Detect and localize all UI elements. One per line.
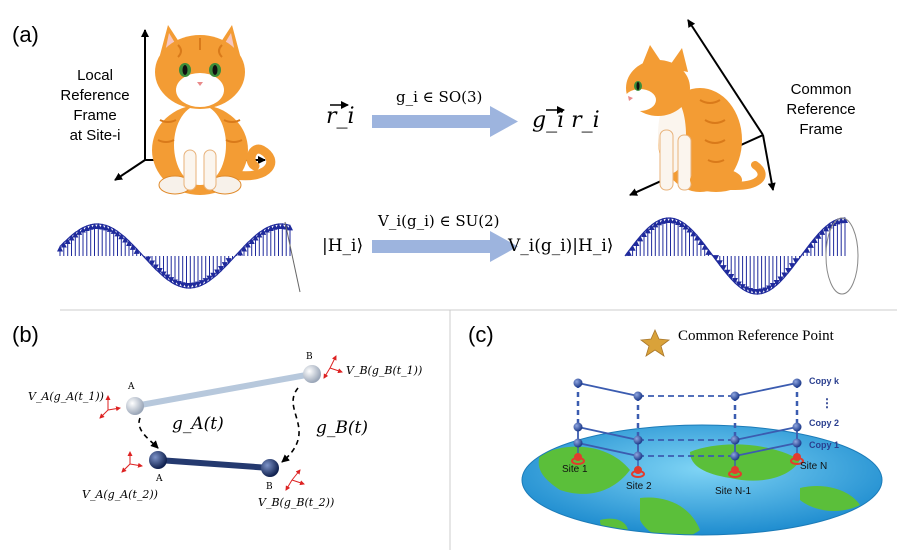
panel-b-graphics xyxy=(99,355,343,491)
lattice-node xyxy=(730,391,740,401)
edge-t2 xyxy=(157,457,271,471)
lattice-node xyxy=(573,422,583,432)
panel-label-b: (b) xyxy=(12,322,39,347)
cat-front-illustration xyxy=(152,25,276,195)
node-b-bottom-label: B xyxy=(266,482,273,492)
lattice-network xyxy=(571,378,804,478)
frame-icon-b-t2 xyxy=(285,469,305,491)
common-frame-line: Reference xyxy=(786,101,856,118)
location-pin-head xyxy=(634,466,642,474)
copy-ellipsis: ⋮ xyxy=(821,396,833,410)
lattice-edge xyxy=(577,442,639,457)
local-frame-line: Local xyxy=(77,67,113,84)
lattice-node xyxy=(633,391,643,401)
panel-c-graphics xyxy=(521,329,883,536)
wave-axis-left xyxy=(284,221,301,293)
local-frame-label: Local Reference Frame at Site-i xyxy=(50,66,140,146)
node-b-t2 xyxy=(261,459,279,477)
lattice-node xyxy=(730,435,740,445)
location-pin-head xyxy=(731,466,739,474)
local-frame-line: at Site-i xyxy=(69,127,121,144)
spin-wave-common xyxy=(624,217,848,295)
lattice-edge xyxy=(734,426,798,441)
state-left: |H_i⟩ xyxy=(322,236,364,256)
lattice-edge xyxy=(734,382,798,397)
lattice-node xyxy=(633,435,643,445)
spinor-arrow xyxy=(372,231,518,262)
path-a xyxy=(138,417,159,449)
earth-globe xyxy=(521,424,883,536)
lattice-node xyxy=(573,378,583,388)
node-a-bottom-label: A xyxy=(156,474,163,484)
site-2-label: Site 2 xyxy=(626,481,652,492)
rotation-label: g_i ∈ SO(3) xyxy=(396,88,483,106)
lattice-node xyxy=(633,451,643,461)
node-a-t1 xyxy=(126,397,144,415)
vector-r-right: g_i r_i xyxy=(532,108,600,133)
node-b-t1 xyxy=(303,365,321,383)
common-frame-line: Frame xyxy=(799,121,843,138)
spinor-label: V_i(g_i) ∈ SU(2) xyxy=(378,212,500,230)
local-frame-line: Reference xyxy=(60,87,130,104)
copy-1-label: Copy 1 xyxy=(809,440,840,450)
lattice-node xyxy=(730,451,740,461)
copy-k-label: Copy k xyxy=(809,376,840,386)
label-va-t1: V_A(g_A(t_1)) xyxy=(28,390,104,403)
path-b xyxy=(281,387,300,463)
lattice-node xyxy=(792,378,802,388)
edge-t1 xyxy=(134,371,313,409)
label-ga: g_A(t) xyxy=(172,414,224,434)
node-a-t2 xyxy=(149,451,167,469)
label-va-t2: V_A(g_A(t_2)) xyxy=(82,488,158,501)
label-vb-t1: V_B(g_B(t_1)) xyxy=(346,364,423,377)
node-b-top-label: B xyxy=(306,352,313,362)
local-frame-line: Frame xyxy=(73,107,117,124)
frame-icon-a-t2 xyxy=(121,451,143,473)
wave-cross-section xyxy=(825,217,859,295)
star-icon xyxy=(639,329,671,357)
site-n-1-label: Site N-1 xyxy=(715,486,752,497)
rotation-arrow xyxy=(372,106,518,137)
frame-icon-a-t1 xyxy=(99,395,121,419)
lattice-node xyxy=(792,422,802,432)
common-frame-line: Common xyxy=(790,81,852,98)
label-gb: g_B(t) xyxy=(316,418,368,438)
site-n-label: Site N xyxy=(800,461,828,472)
lattice-node xyxy=(573,438,583,448)
panel-label-c: (c) xyxy=(468,322,494,347)
frame-icon-b-t1 xyxy=(323,355,343,379)
lattice-edge xyxy=(577,382,639,397)
spin-wave-local xyxy=(57,223,293,289)
location-pin-head xyxy=(574,453,582,461)
location-pin-head xyxy=(793,453,801,461)
lattice-edge xyxy=(577,426,639,441)
site-1-label: Site 1 xyxy=(562,464,588,475)
common-frame-label: Common Reference Frame xyxy=(776,80,866,140)
state-right: V_i(g_i)|H_i⟩ xyxy=(508,236,614,256)
lattice-edge xyxy=(734,442,798,457)
copy-2-label: Copy 2 xyxy=(809,418,840,428)
vector-r-left: r_i xyxy=(326,104,355,129)
cat-side-illustration xyxy=(624,45,766,192)
node-a-top-label: A xyxy=(128,382,135,392)
common-reference-legend: Common Reference Point xyxy=(678,328,834,344)
lattice-node xyxy=(792,438,802,448)
label-vb-t2: V_B(g_B(t_2)) xyxy=(258,496,335,509)
panel-label-a: (a) xyxy=(12,22,39,47)
